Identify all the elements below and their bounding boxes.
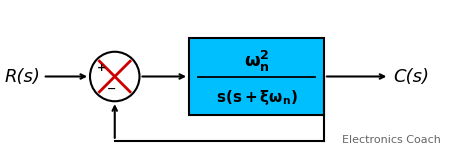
Text: $\mathbf{s(s + \xi\omega_n)}$: $\mathbf{s(s + \xi\omega_n)}$ [216,88,297,107]
Text: R(s): R(s) [4,67,40,86]
Text: −: − [106,84,116,94]
Text: $\mathbf{\omega_n^2}$: $\mathbf{\omega_n^2}$ [243,49,270,74]
Text: C(s): C(s) [394,67,430,86]
FancyBboxPatch shape [189,38,324,115]
Text: Electronics Coach: Electronics Coach [342,135,441,145]
Text: +: + [96,63,106,73]
